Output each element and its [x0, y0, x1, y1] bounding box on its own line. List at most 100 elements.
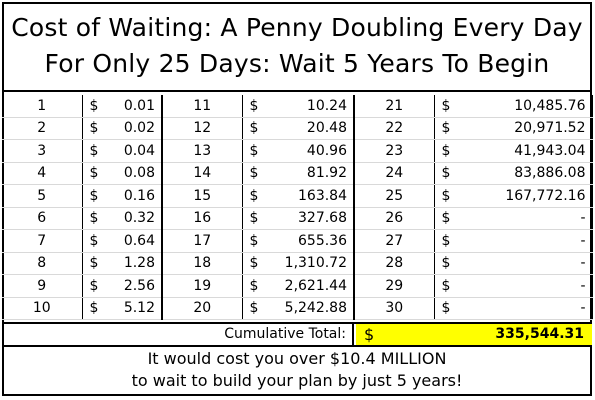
amount-cell: 0.04 — [112, 139, 163, 163]
day-number-cell: 28 — [354, 252, 435, 275]
dollar-sign-cell: $ — [434, 207, 464, 230]
dollar-sign-cell: $ — [434, 117, 464, 140]
amount-cell: 163.84 — [272, 184, 355, 208]
dollar-sign-cell: $ — [82, 184, 112, 208]
amount-cell: 0.64 — [112, 229, 163, 253]
dollar-sign-cell: $ — [242, 139, 272, 163]
amount-cell: 40.96 — [272, 139, 355, 163]
table-row: 5 $0.16 15 $163.84 25 $167,772.16 — [2, 184, 593, 208]
amount-cell: 0.16 — [112, 184, 163, 208]
day-number-cell: 18 — [162, 252, 243, 275]
table-row: 9 $2.56 19 $2,621.44 29 $ - — [2, 274, 593, 298]
dollar-sign-cell: $ — [82, 252, 112, 275]
amount-cell: 2.56 — [112, 274, 163, 298]
amount-cell: 1,310.72 — [272, 252, 355, 275]
dollar-sign-cell: $ — [242, 207, 272, 230]
table-row: 1 $0.01 11 $10.24 21 $10,485.76 — [2, 95, 593, 118]
day-number-cell: 27 — [354, 229, 435, 253]
day-number-cell: 21 — [354, 95, 435, 118]
day-number-cell: 3 — [2, 139, 83, 163]
amount-cell: 20,971.52 — [464, 117, 593, 140]
dollar-sign-cell: $ — [82, 229, 112, 253]
amount-cell: 327.68 — [272, 207, 355, 230]
dollar-sign-cell: $ — [434, 95, 464, 118]
dollar-sign-cell: $ — [82, 95, 112, 118]
dollar-sign-cell: $ — [82, 297, 112, 320]
day-number-cell: 26 — [354, 207, 435, 230]
title-line-1: Cost of Waiting: A Penny Doubling Every … — [11, 13, 583, 42]
amount-cell: 10,485.76 — [464, 95, 593, 118]
amount-cell: - — [464, 297, 593, 320]
amount-cell: 5,242.88 — [272, 297, 355, 320]
amount-cell: 167,772.16 — [464, 184, 593, 208]
dollar-sign-cell: $ — [242, 184, 272, 208]
table-row: 8 $1.28 18 $1,310.72 28 $ - — [2, 252, 593, 275]
day-number-cell: 25 — [354, 184, 435, 208]
day-number-cell: 7 — [2, 229, 83, 253]
day-number-cell: 10 — [2, 297, 83, 320]
day-number-cell: 2 — [2, 117, 83, 140]
table-body: 1 $0.01 11 $10.24 21 $10,485.76 2 $0.02 12 $20.48… — [2, 95, 593, 320]
amount-cell: - — [464, 252, 593, 275]
dollar-sign-cell: $ — [434, 252, 464, 275]
table-row: 2 $0.02 12 $20.48 22 $20,971.52 — [2, 117, 593, 140]
day-number-cell: 6 — [2, 207, 83, 230]
day-number-cell: 17 — [162, 229, 243, 253]
day-number-cell: 1 — [2, 95, 83, 118]
dollar-sign-cell: $ — [82, 162, 112, 185]
amount-cell: 1.28 — [112, 252, 163, 275]
day-number-cell: 11 — [162, 95, 243, 118]
day-number-cell: 5 — [2, 184, 83, 208]
amount-cell: 2,621.44 — [272, 274, 355, 298]
day-number-cell: 12 — [162, 117, 243, 140]
cumulative-row: Cumulative Total: $ 335,544.31 — [2, 322, 592, 347]
dollar-sign-cell: $ — [434, 139, 464, 163]
cumulative-dollar-sign: $ — [364, 325, 375, 344]
day-number-cell: 8 — [2, 252, 83, 275]
day-number-cell: 24 — [354, 162, 435, 185]
dollar-sign-cell: $ — [82, 117, 112, 140]
day-number-cell: 30 — [354, 297, 435, 320]
day-number-cell: 29 — [354, 274, 435, 298]
table-row: 6 $0.32 16 $327.68 26 $ - — [2, 207, 593, 230]
dollar-sign-cell: $ — [434, 297, 464, 320]
table-row: 3 $0.04 13 $40.96 23 $41,943.04 — [2, 139, 593, 163]
dollar-sign-cell: $ — [242, 252, 272, 275]
footer-message: It would cost you over $10.4 MILLION to … — [2, 348, 592, 392]
amount-cell: 655.36 — [272, 229, 355, 253]
amount-cell: 0.01 — [112, 95, 163, 118]
doubling-table: 1 $0.01 11 $10.24 21 $10,485.76 2 $0.02 12 $20.48… — [2, 95, 593, 320]
day-number-cell: 14 — [162, 162, 243, 185]
dollar-sign-cell: $ — [242, 229, 272, 253]
dollar-sign-cell: $ — [82, 207, 112, 230]
amount-cell: - — [464, 274, 593, 298]
footer-line-2: to wait to build your plan by just 5 yea… — [131, 371, 463, 390]
cumulative-highlight: $ 335,544.31 — [356, 324, 592, 345]
dollar-sign-cell: $ — [242, 274, 272, 298]
amount-cell: - — [464, 229, 593, 253]
day-number-cell: 15 — [162, 184, 243, 208]
dollar-sign-cell: $ — [434, 274, 464, 298]
amount-cell: 10.24 — [272, 95, 355, 118]
dollar-sign-cell: $ — [242, 162, 272, 185]
amount-cell: 20.48 — [272, 117, 355, 140]
dollar-sign-cell: $ — [434, 184, 464, 208]
day-number-cell: 9 — [2, 274, 83, 298]
amount-cell: 5.12 — [112, 297, 163, 320]
dollar-sign-cell: $ — [242, 95, 272, 118]
day-number-cell: 16 — [162, 207, 243, 230]
amount-cell: 0.32 — [112, 207, 163, 230]
table-row: 10 $5.12 20 $5,242.88 30 $ - — [2, 297, 593, 320]
amount-cell: 0.02 — [112, 117, 163, 140]
cumulative-total-value: 335,544.31 — [495, 326, 584, 342]
dollar-sign-cell: $ — [434, 229, 464, 253]
title-block: Cost of Waiting: A Penny Doubling Every … — [2, 4, 592, 92]
table-row: 7 $0.64 17 $655.36 27 $ - — [2, 229, 593, 253]
day-number-cell: 13 — [162, 139, 243, 163]
day-number-cell: 22 — [354, 117, 435, 140]
day-number-cell: 19 — [162, 274, 243, 298]
dollar-sign-cell: $ — [242, 297, 272, 320]
footer-line-1: It would cost you over $10.4 MILLION — [147, 349, 447, 368]
day-number-cell: 23 — [354, 139, 435, 163]
dollar-sign-cell: $ — [82, 139, 112, 163]
